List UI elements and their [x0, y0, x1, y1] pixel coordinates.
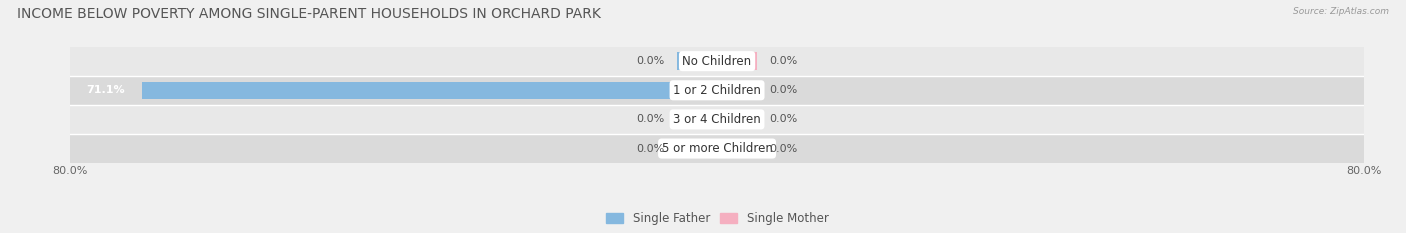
Bar	[142, 82, 717, 99]
Bar	[70, 134, 1364, 163]
Bar	[717, 52, 758, 70]
Bar	[70, 105, 1364, 134]
Text: 0.0%: 0.0%	[637, 56, 665, 66]
Legend: Single Father, Single Mother: Single Father, Single Mother	[600, 207, 834, 230]
Bar	[70, 47, 1364, 76]
Text: 1 or 2 Children: 1 or 2 Children	[673, 84, 761, 97]
Text: 0.0%: 0.0%	[769, 56, 797, 66]
Bar	[70, 76, 1364, 105]
Text: 3 or 4 Children: 3 or 4 Children	[673, 113, 761, 126]
Bar	[717, 140, 758, 157]
Bar	[676, 52, 717, 70]
Text: No Children: No Children	[682, 55, 752, 68]
Text: 0.0%: 0.0%	[637, 114, 665, 124]
Text: 0.0%: 0.0%	[769, 144, 797, 154]
Bar	[717, 111, 758, 128]
Text: Source: ZipAtlas.com: Source: ZipAtlas.com	[1294, 7, 1389, 16]
Text: 5 or more Children: 5 or more Children	[662, 142, 772, 155]
Text: 0.0%: 0.0%	[637, 144, 665, 154]
Text: 0.0%: 0.0%	[769, 85, 797, 95]
Text: INCOME BELOW POVERTY AMONG SINGLE-PARENT HOUSEHOLDS IN ORCHARD PARK: INCOME BELOW POVERTY AMONG SINGLE-PARENT…	[17, 7, 600, 21]
Bar	[676, 140, 717, 157]
Bar	[676, 111, 717, 128]
Bar	[717, 82, 758, 99]
Text: 71.1%: 71.1%	[86, 85, 125, 95]
Text: 0.0%: 0.0%	[769, 114, 797, 124]
